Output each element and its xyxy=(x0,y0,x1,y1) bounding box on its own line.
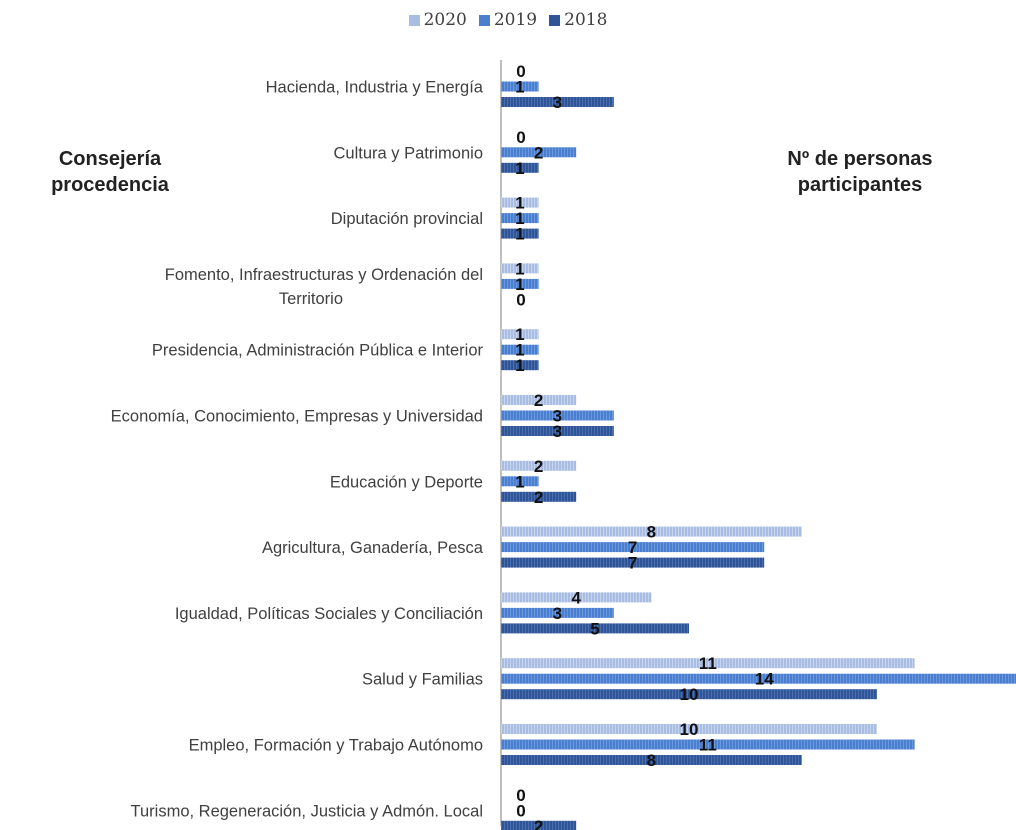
data-label: 5 xyxy=(590,619,599,638)
legend-item-2020: 2020 xyxy=(408,10,467,30)
data-label: 1 xyxy=(515,78,524,97)
bar-2020 xyxy=(501,592,652,603)
data-label: 1 xyxy=(515,159,524,178)
data-label: 4 xyxy=(571,588,581,607)
data-label: 0 xyxy=(516,62,525,81)
bar-2019 xyxy=(501,213,539,224)
category-label: Cultura y Patrimonio xyxy=(334,144,483,162)
bar-2019 xyxy=(501,607,614,618)
bar-2019 xyxy=(501,344,539,355)
category-label: Agricultura, Ganadería, Pesca xyxy=(262,539,484,557)
data-label: 0 xyxy=(516,801,525,820)
right-axis-title: Nº de personas participantes xyxy=(787,148,933,196)
category-label: Fomento, Infraestructuras y Ordenación d… xyxy=(165,266,483,308)
data-label: 2 xyxy=(534,391,543,410)
legend-label: 2018 xyxy=(564,10,608,30)
bar-2018 xyxy=(501,755,802,765)
category-label: Educación y Deporte xyxy=(330,473,483,491)
bar-2019 xyxy=(501,81,539,92)
data-label: 11 xyxy=(699,736,717,755)
legend-swatch xyxy=(478,15,490,26)
bar-2018 xyxy=(501,162,539,173)
data-label: 8 xyxy=(647,523,656,542)
legend-swatch xyxy=(408,15,420,26)
data-label: 3 xyxy=(553,604,562,623)
bar-2019 xyxy=(501,542,765,553)
data-label: 1 xyxy=(515,341,524,360)
bar-2018 xyxy=(501,426,614,436)
bar-2020 xyxy=(501,526,802,537)
data-label: 3 xyxy=(553,407,562,426)
bar-2020 xyxy=(501,724,877,734)
legend-item-2019: 2019 xyxy=(478,10,538,30)
category-label: Presidencia, Administración Pública e In… xyxy=(152,342,484,360)
bar-2018 xyxy=(501,623,689,634)
bar-2019 xyxy=(501,410,614,421)
category-label: Igualdad, Políticas Sociales y Conciliac… xyxy=(175,605,483,623)
bar-2018 xyxy=(501,228,539,239)
bar-2018 xyxy=(501,689,877,700)
bar-2018 xyxy=(501,97,614,107)
data-label: 1 xyxy=(515,472,524,491)
data-label: 11 xyxy=(699,654,717,673)
data-label: 2 xyxy=(534,488,543,507)
data-label: 1 xyxy=(515,225,524,244)
category-label: Salud y Familias xyxy=(362,671,483,689)
data-label: 0 xyxy=(516,128,525,147)
bar-2020 xyxy=(501,197,539,208)
data-label: 7 xyxy=(628,554,637,573)
data-label: 0 xyxy=(516,290,525,309)
data-label: 1 xyxy=(515,259,524,278)
data-label: 0 xyxy=(516,786,525,805)
data-label: 3 xyxy=(553,422,562,441)
data-label: 1 xyxy=(515,209,524,228)
legend-swatch xyxy=(549,15,561,26)
bar-2018 xyxy=(501,360,539,371)
data-label: 10 xyxy=(680,685,699,704)
bar-2020 xyxy=(501,263,539,274)
data-label: 2 xyxy=(534,143,543,162)
bar-2018 xyxy=(501,820,577,830)
bar-2018 xyxy=(501,491,577,502)
category-label: Hacienda, Industria y Energía xyxy=(266,79,484,97)
bar-2020 xyxy=(501,460,577,471)
bar-2020 xyxy=(501,395,577,405)
data-label: 1 xyxy=(515,325,524,344)
legend-label: 2019 xyxy=(493,10,538,30)
data-label: 14 xyxy=(755,670,774,689)
data-label: 3 xyxy=(553,93,562,112)
category-label: Diputación provincial xyxy=(331,210,483,228)
data-label: 1 xyxy=(515,194,524,213)
data-label: 7 xyxy=(628,538,637,557)
bar-2019 xyxy=(501,476,539,487)
data-label: 1 xyxy=(515,275,524,294)
legend-item-2018: 2018 xyxy=(549,10,607,30)
category-label: Empleo, Formación y Trabajo Autónomo xyxy=(189,737,483,755)
data-label: 2 xyxy=(534,817,543,830)
category-label: Economía, Conocimiento, Empresas y Unive… xyxy=(111,408,483,426)
category-label: Turismo, Regeneración, Justicia y Admón.… xyxy=(131,802,483,820)
bar-2019 xyxy=(501,278,539,289)
legend: 2020 2019 2018 xyxy=(0,10,1016,30)
data-label: 10 xyxy=(680,720,699,739)
bar-2019 xyxy=(501,673,1016,684)
data-label: 8 xyxy=(647,751,656,770)
legend-label: 2020 xyxy=(423,10,467,30)
bar-2020 xyxy=(501,658,915,669)
data-label: 1 xyxy=(515,356,524,375)
bar-2019 xyxy=(501,147,577,158)
left-axis-title: Consejería procedencia xyxy=(51,148,169,196)
bar-2020 xyxy=(501,329,539,340)
data-label: 2 xyxy=(534,457,543,476)
bar-2018 xyxy=(501,557,765,568)
bar-2019 xyxy=(501,739,915,750)
